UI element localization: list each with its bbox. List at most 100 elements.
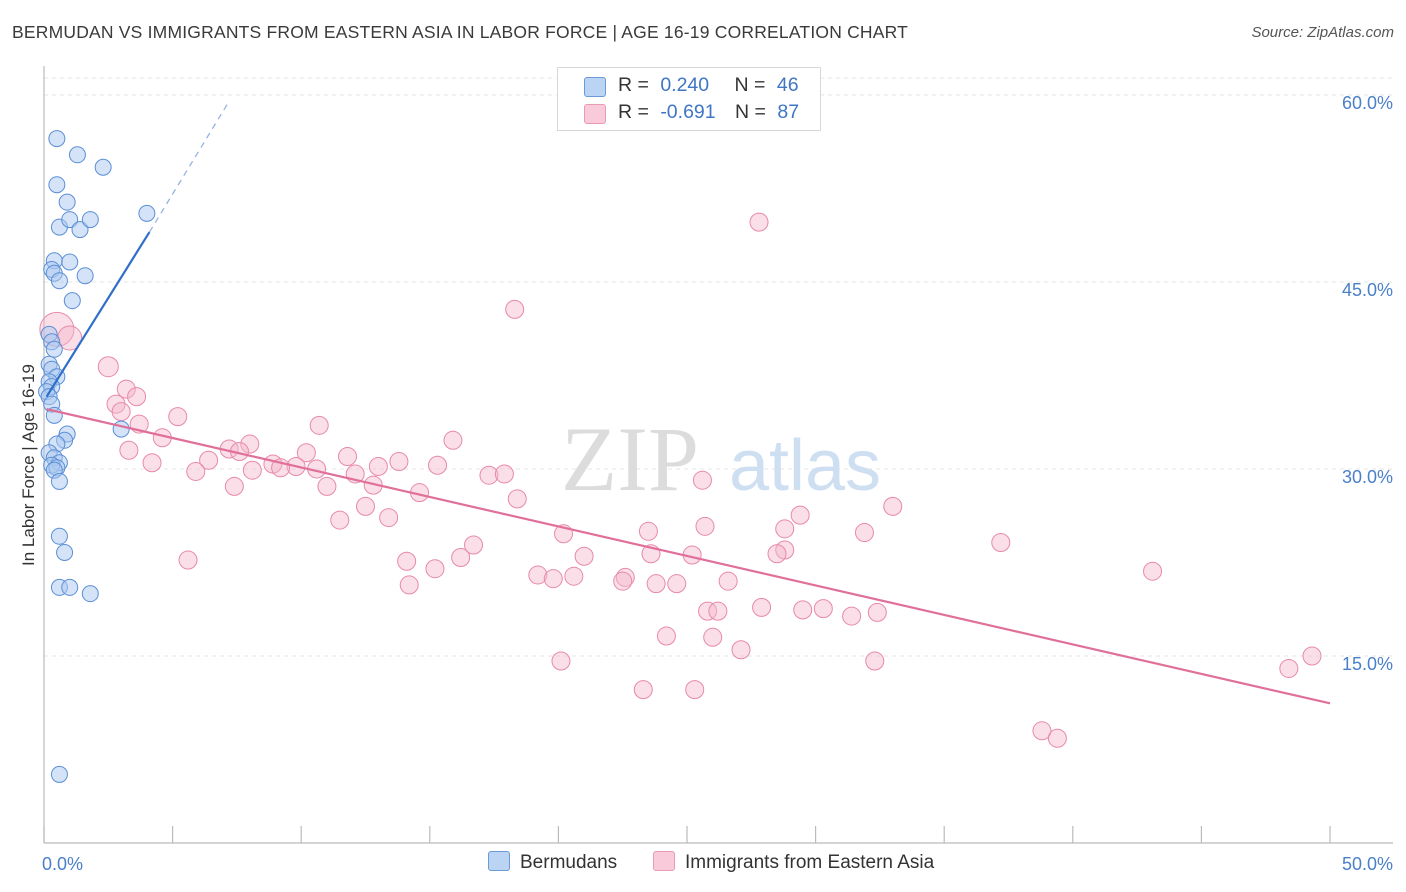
trend-immigrants [46, 408, 1331, 705]
data-point-immigrants [507, 489, 527, 509]
data-point-immigrants [708, 601, 728, 621]
data-point-immigrants [633, 680, 653, 700]
data-point-bermudans [71, 221, 89, 239]
watermark-atlas: atlas [729, 426, 881, 506]
data-point-immigrants [494, 464, 514, 484]
series-bermudans-points [38, 130, 156, 783]
data-point-immigrants [443, 430, 463, 450]
data-point-bermudans [61, 578, 79, 596]
data-point-immigrants [865, 651, 885, 671]
data-point-immigrants [842, 606, 862, 626]
legend-item-immigrants: Immigrants from Eastern Asia [653, 851, 934, 874]
data-point-immigrants [1047, 728, 1067, 748]
watermark: ZIP atlas [561, 408, 881, 510]
data-point-immigrants [296, 443, 316, 463]
data-point-bermudans [76, 267, 94, 285]
legend-swatch-pink [653, 851, 675, 871]
data-point-immigrants [1032, 721, 1052, 741]
data-point-immigrants [356, 496, 375, 516]
data-point-bermudans [48, 130, 66, 148]
data-point-immigrants [695, 516, 715, 536]
data-point-immigrants [813, 599, 833, 619]
data-point-immigrants [240, 434, 260, 454]
data-point-immigrants [97, 356, 119, 378]
data-point-bermudans [68, 146, 86, 164]
trend-lines [45, 100, 1331, 705]
data-point-immigrants [142, 453, 162, 473]
data-point-bermudans [81, 211, 99, 229]
data-point-immigrants [168, 407, 188, 427]
data-point-immigrants [309, 415, 329, 435]
data-point-immigrants [1143, 561, 1163, 581]
data-point-immigrants [767, 544, 787, 564]
data-point-bermudans [50, 472, 68, 490]
data-point-immigrants [1279, 658, 1299, 678]
watermark-zip: ZIP [561, 408, 699, 510]
data-point-immigrants [793, 600, 813, 620]
data-point-immigrants [428, 455, 448, 475]
data-point-immigrants [119, 440, 139, 460]
data-point-immigrants [479, 465, 499, 485]
data-point-immigrants [752, 597, 772, 617]
legend-swatch-blue [584, 77, 606, 97]
legend-label-bermudans: Bermudans [520, 852, 618, 873]
data-point-immigrants [199, 450, 219, 470]
data-point-bermudans [45, 340, 63, 358]
legend-r-value: 0.240 [660, 74, 710, 96]
legend-r-label: R = [618, 74, 649, 96]
data-point-immigrants [698, 601, 718, 621]
data-point-immigrants [464, 535, 484, 555]
data-point-immigrants [111, 402, 131, 422]
y-tick-label: 15.0% [1342, 654, 1393, 674]
data-point-bermudans [94, 158, 112, 176]
data-point-immigrants [991, 533, 1011, 553]
data-point-immigrants [638, 521, 658, 541]
legend-n-label: N = [735, 101, 766, 123]
legend-r-value: -0.691 [660, 101, 716, 123]
y-tick-label: 60.0% [1342, 93, 1393, 113]
series-immigrants-points [39, 212, 1322, 748]
data-point-immigrants [883, 496, 903, 516]
legend-label-immigrants: Immigrants from Eastern Asia [685, 852, 935, 873]
data-point-immigrants [224, 476, 244, 496]
data-point-bermudans [50, 765, 68, 783]
correlation-legend: R = 0.240 N = 46 R = -0.691 N = 87 [557, 67, 821, 131]
legend-n-value: 46 [776, 74, 799, 96]
data-point-immigrants [330, 510, 350, 530]
data-point-immigrants [731, 640, 751, 660]
data-point-immigrants [451, 547, 471, 567]
data-point-bermudans [50, 527, 68, 545]
axis-labels: 15.0% 30.0% 45.0% 60.0% 0.0% 50.0% In Labor Fo… [19, 93, 1393, 874]
data-point-bermudans [56, 544, 74, 562]
legend-n-value: 87 [777, 101, 800, 123]
grid-lines [44, 77, 1393, 657]
data-point-immigrants [389, 451, 409, 471]
data-point-immigrants [317, 476, 337, 496]
y-tick-label: 45.0% [1342, 280, 1393, 300]
legend-swatch-pink [584, 104, 606, 124]
data-point-immigrants [397, 551, 417, 571]
data-point-bermudans [58, 193, 76, 211]
legend-r-label: R = [618, 101, 649, 123]
source-credit: Source: ZipAtlas.com [1251, 24, 1394, 41]
data-point-immigrants [867, 602, 887, 622]
data-point-bermudans [63, 292, 81, 310]
data-point-immigrants [703, 627, 723, 647]
legend-swatch-blue [488, 851, 510, 871]
data-point-bermudans [138, 204, 156, 222]
data-point-immigrants [656, 626, 676, 646]
data-point-bermudans [112, 420, 130, 438]
data-point-immigrants [574, 546, 594, 566]
data-point-immigrants [242, 460, 262, 480]
data-point-immigrants [127, 387, 147, 407]
data-point-immigrants [749, 212, 769, 232]
axes [43, 66, 1393, 844]
data-point-immigrants [613, 571, 633, 591]
data-point-bermudans [50, 272, 68, 290]
data-point-immigrants [685, 680, 705, 700]
data-point-immigrants [178, 550, 198, 570]
data-point-bermudans [81, 585, 99, 603]
data-point-immigrants [425, 559, 445, 579]
data-point-immigrants [399, 575, 419, 595]
